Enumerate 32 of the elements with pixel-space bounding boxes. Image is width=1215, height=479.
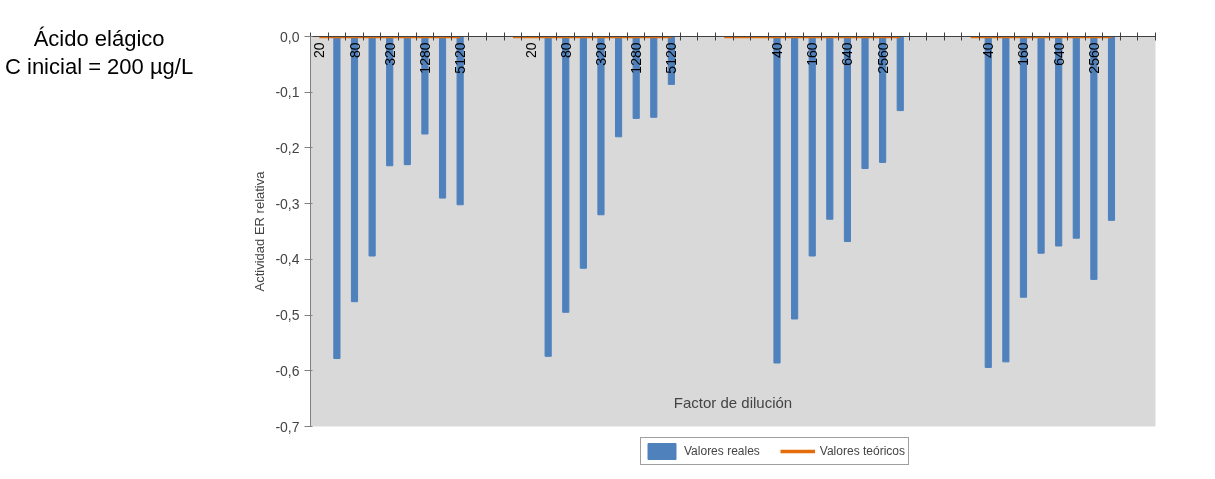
y-tick-label: -0,5 [275,307,300,324]
x-tick-label: 5120 [452,42,469,74]
y-tick-label: -0,4 [275,251,300,268]
x-tick-label: 1280 [628,42,645,74]
x-tick-label: 5120 [663,42,680,74]
y-axis-title: Actividad ER relativa [252,170,268,292]
x-tick-label: 20 [522,42,539,59]
y-tick-label: -0,7 [275,418,300,435]
y-tick-label: -0,1 [275,84,300,101]
x-tick-label: 160 [1015,42,1032,66]
x-axis-title: Factor de dilución [673,393,793,411]
legend-label: Valores teóricos [819,444,905,458]
x-tick-label: 320 [592,42,609,66]
x-tick-label: 80 [557,42,574,59]
text: C inicial = 200 µg/L [5,52,194,80]
y-tick-label: 0,0 [280,28,300,45]
x-tick-label: 1280 [416,42,433,74]
x-tick-label: 80 [346,42,363,59]
x-tick-label: 40 [980,42,997,59]
x-tick-label: 160 [804,42,821,66]
y-tick-label: -0,6 [275,362,300,379]
x-tick-label: 320 [381,42,398,66]
x-tick-label: 20 [311,42,328,59]
x-tick-label: 640 [1050,42,1067,66]
x-tick-label: 2560 [1085,42,1102,74]
text: Ácido elágico [32,25,166,53]
y-tick-label: -0,2 [275,139,300,156]
y-tick-label: -0,3 [275,195,300,212]
x-tick-label: 2560 [874,42,891,74]
legend-label: Valores reales [684,444,760,458]
x-tick-label: 640 [839,42,856,66]
x-tick-label: 40 [769,42,786,59]
